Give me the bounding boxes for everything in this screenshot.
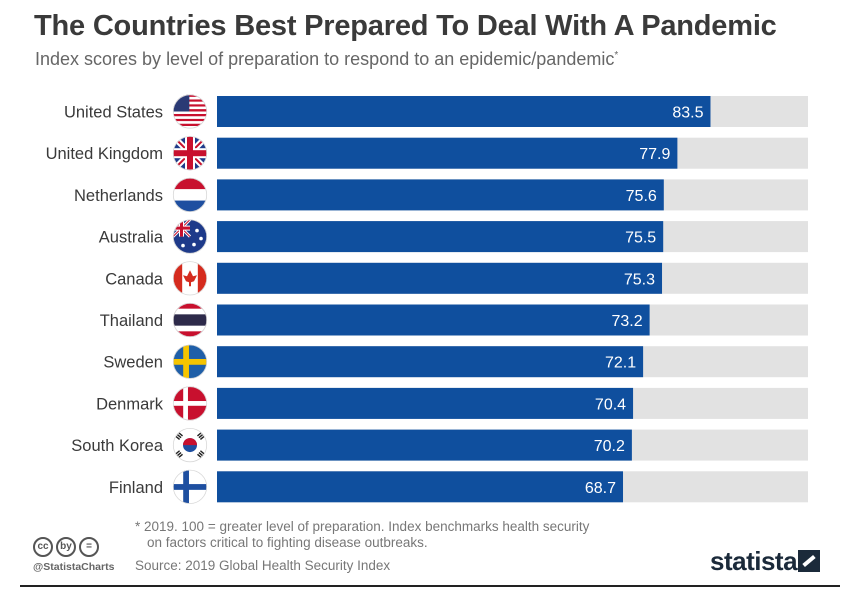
chart-subtitle: Index scores by level of preparation to … <box>35 49 618 70</box>
bar-row: 75.6 Netherlands <box>74 177 808 212</box>
australia-flag-icon <box>172 219 208 254</box>
bar-value-label: 75.6 <box>626 188 657 205</box>
bar-row: 73.2 Thailand <box>100 302 808 338</box>
source-note: Source: 2019 Global Health Security Inde… <box>135 558 391 573</box>
statista-logo-mark-icon <box>798 550 820 572</box>
category-label: United States <box>64 104 163 122</box>
license-icons: cc by = <box>33 537 99 557</box>
bar-value-label: 70.4 <box>595 396 626 413</box>
subtitle-footnote-mark: * <box>614 50 619 61</box>
bar <box>217 221 664 253</box>
cc-icon: cc <box>33 537 53 557</box>
uk-flag-icon <box>172 136 208 171</box>
bar-value-label: 72.1 <box>605 355 636 372</box>
bottom-rule <box>20 585 840 587</box>
bar-row: 75.3 Canada <box>105 261 808 296</box>
footnote-line-1: * 2019. 100 = greater level of preparati… <box>135 519 590 534</box>
netherlands-flag-icon <box>172 177 208 212</box>
category-label: Denmark <box>96 395 164 413</box>
bar <box>217 387 634 419</box>
bar-value-label: 73.2 <box>611 313 642 330</box>
footnote-line-2: on factors critical to fighting disease … <box>147 535 428 550</box>
bar-row: 72.1 Sweden <box>103 344 808 379</box>
denmark-flag-icon <box>172 386 208 421</box>
category-label: Sweden <box>103 354 163 372</box>
category-label: United Kingdom <box>46 145 163 163</box>
no-derivatives-icon: = <box>79 537 99 557</box>
canada-flag-icon <box>172 261 208 296</box>
bar-row: 70.4 Denmark <box>96 386 808 421</box>
bar-chart: 83.5 United States 77.9 United Kingdom 75.6 N… <box>46 94 808 504</box>
bar-row: 83.5 United States <box>64 94 808 129</box>
bar-value-label: 83.5 <box>672 105 703 122</box>
bar <box>217 96 711 127</box>
category-label: Thailand <box>100 312 163 330</box>
bar-row: 68.7 Finland <box>109 469 808 504</box>
thailand-flag-icon <box>172 302 208 338</box>
subtitle-text: Index scores by level of preparation to … <box>35 49 615 69</box>
chart-title: The Countries Best Prepared To Deal With… <box>34 10 777 42</box>
south-korea-flag-icon <box>172 427 208 463</box>
bar-value-label: 75.5 <box>625 230 656 247</box>
statista-logo: statista <box>710 546 798 576</box>
bar <box>217 346 644 378</box>
category-label: Canada <box>105 270 164 288</box>
footnote: * 2019. 100 = greater level of preparati… <box>135 519 655 551</box>
category-label: Australia <box>99 229 164 247</box>
bar <box>217 179 664 211</box>
bar <box>217 471 624 503</box>
bar-row: 75.5 Australia <box>99 219 808 254</box>
bar <box>217 137 678 169</box>
us-flag-icon <box>172 94 208 129</box>
bar-row: 77.9 United Kingdom <box>46 136 808 171</box>
bar <box>217 429 632 461</box>
social-handle: @StatistaCharts <box>33 561 115 573</box>
bar-value-label: 77.9 <box>639 146 670 163</box>
sweden-flag-icon <box>172 344 208 379</box>
category-label: Netherlands <box>74 187 163 205</box>
attribution-icon: by <box>56 537 76 557</box>
bar-row: 70.2 South Korea <box>71 427 808 463</box>
bar <box>217 262 663 294</box>
bar-value-label: 75.3 <box>624 271 655 288</box>
category-label: Finland <box>109 479 163 497</box>
category-label: South Korea <box>71 437 164 455</box>
finland-flag-icon <box>172 469 208 504</box>
bar-value-label: 68.7 <box>585 480 616 497</box>
bar-value-label: 70.2 <box>594 438 625 455</box>
bar <box>217 304 650 336</box>
